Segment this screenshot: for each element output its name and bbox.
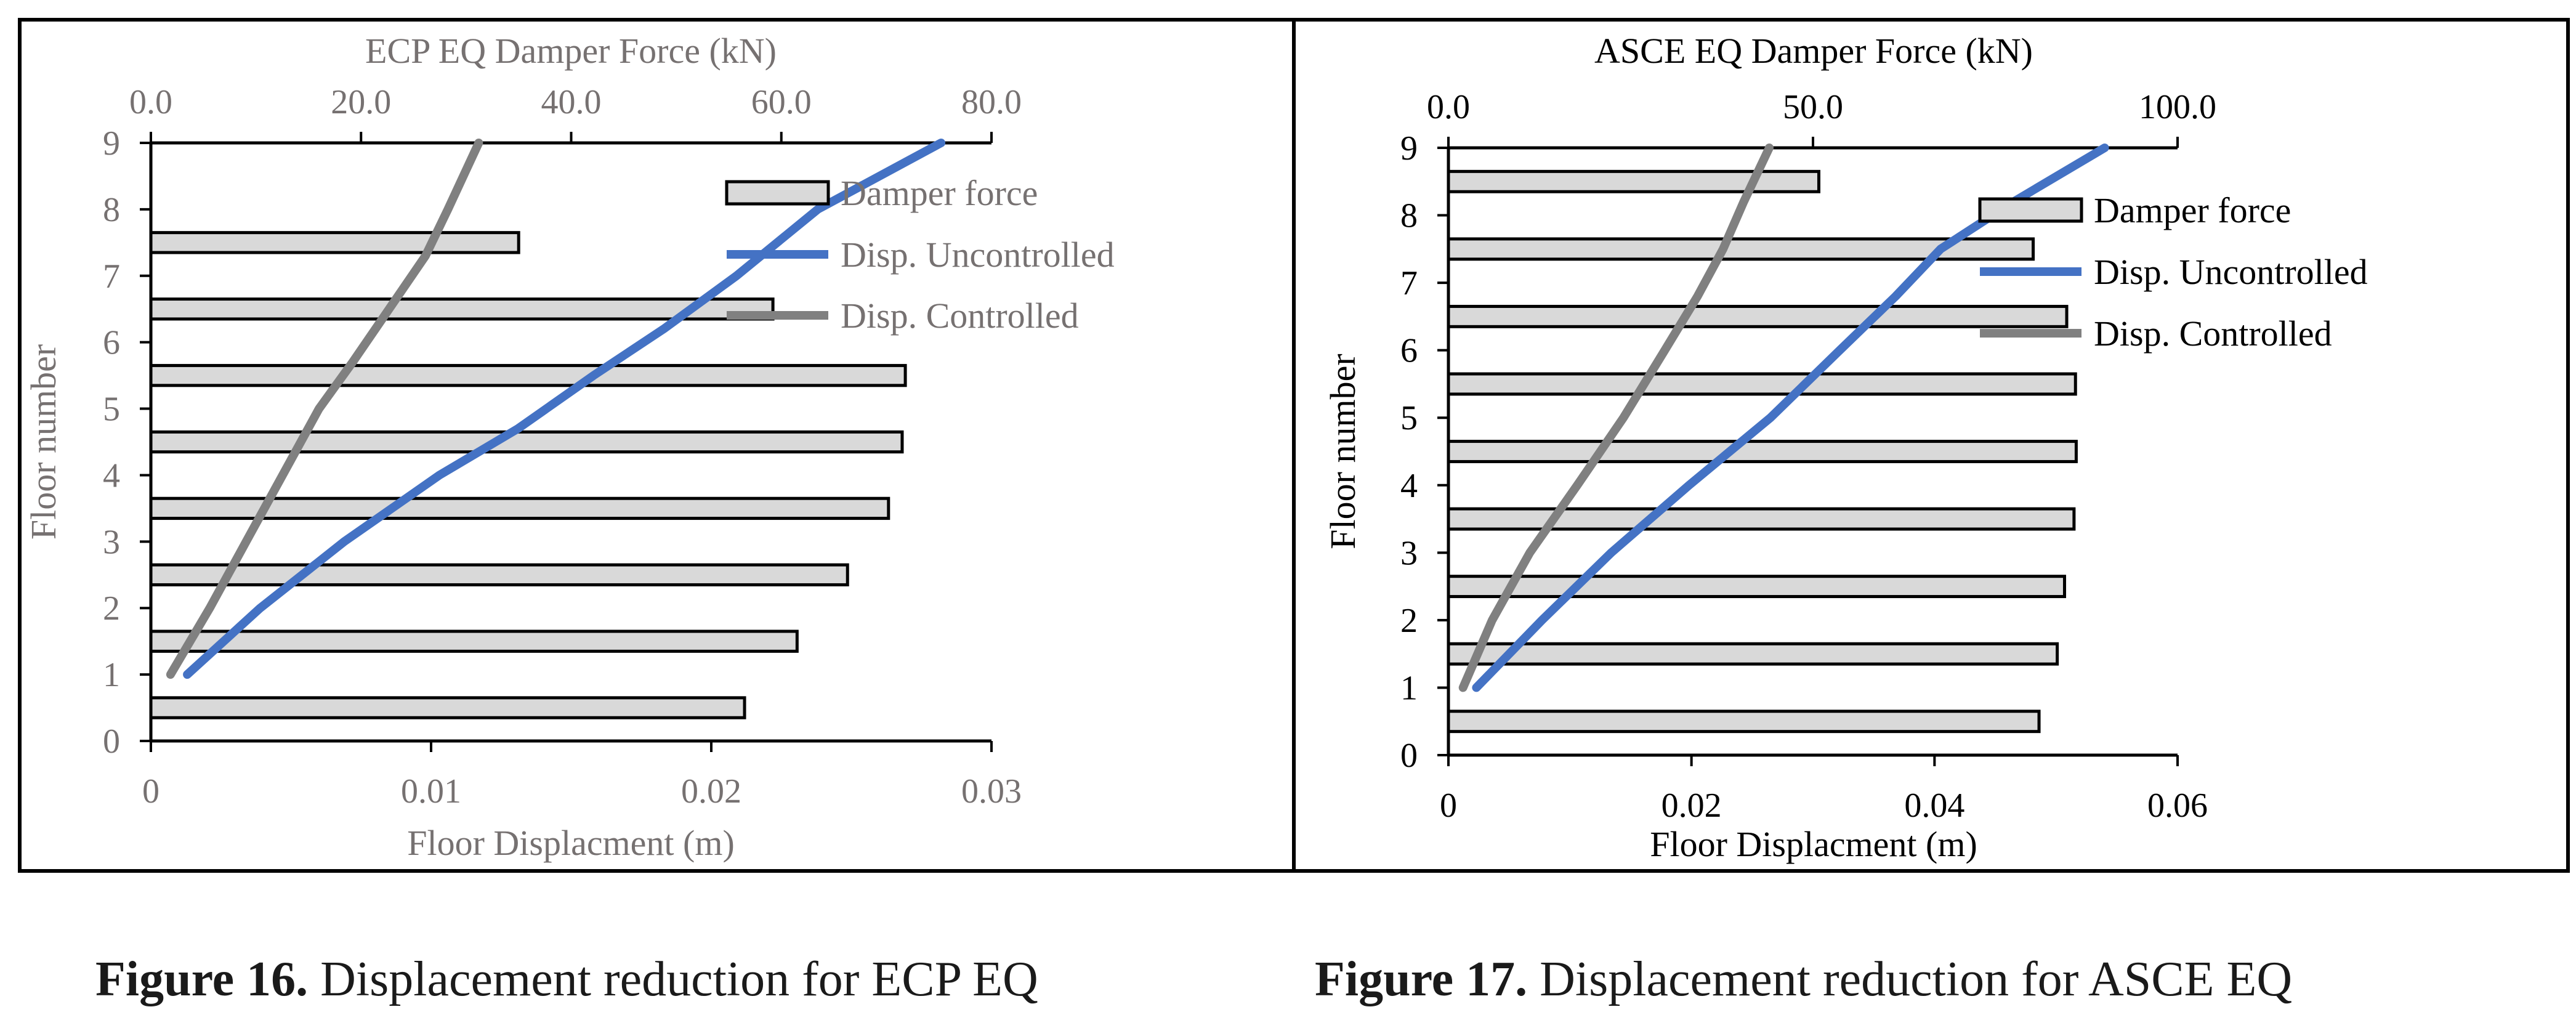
ecp-y-tick-label: 8: [103, 191, 120, 229]
figure-16-label: Figure 16.: [95, 952, 309, 1006]
asce-y-tick-label: 4: [1400, 467, 1418, 505]
asce-x-tick-label: 0.02: [1661, 787, 1722, 825]
ecp-damper-bar: [149, 696, 746, 719]
asce-y-tick-label: 5: [1400, 399, 1418, 437]
asce-y-tick-label: 1: [1400, 669, 1418, 707]
asce-y-tick-label: 8: [1400, 197, 1418, 235]
asce-x-tick-label: 0: [1440, 787, 1457, 825]
asce-legend-label-uncontrolled: Disp. Uncontrolled: [2094, 252, 2368, 292]
ecp-x-tick-label: 0.01: [401, 772, 461, 811]
ecp-x-axis-title: Floor Displacment (m): [407, 823, 735, 863]
ecp-legend-swatch-damper: [725, 180, 830, 206]
ecp-damper-bar: [149, 629, 799, 653]
asce-damper-bar: [1447, 642, 2059, 666]
asce-top-tick-label: 50.0: [1783, 88, 1843, 126]
ecp-legend-label-damper: Damper force: [841, 173, 1038, 213]
ecp-damper-bar: [149, 231, 520, 254]
ecp-controlled-line: [166, 139, 483, 679]
ecp-damper-bar: [149, 563, 849, 586]
figure-16-caption: Figure 16. Displacement reduction for EC…: [95, 952, 1038, 1008]
asce-x-tick-label: 0.06: [2147, 787, 2208, 825]
asce-uncontrolled-line: [1472, 144, 2109, 692]
asce-y-tick-label: 3: [1400, 534, 1418, 572]
ecp-top-tick-label: 0.0: [129, 83, 172, 121]
ecp-x-tick-label: 0.03: [961, 772, 1022, 811]
asce-damper-bar: [1447, 507, 2076, 531]
ecp-uncontrolled-line: [183, 139, 946, 679]
ecp-y-tick-label: 3: [103, 523, 120, 561]
asce-x-tick-label: 0.04: [1904, 787, 1964, 825]
asce-y-tick-label: 6: [1400, 332, 1418, 370]
ecp-x-tick-label: 0: [142, 772, 159, 811]
asce-damper-bar: [1447, 440, 2078, 463]
asce-y-axis-title: Floor number: [1323, 354, 1363, 549]
asce-damper-bar: [1447, 372, 2077, 396]
ecp-damper-bar: [149, 430, 904, 454]
asce-controlled-line: [1458, 144, 1774, 692]
ecp-top-tick-label: 80.0: [961, 83, 1022, 121]
ecp-top-tick-label: 20.0: [331, 83, 391, 121]
ecp-y-tick-label: 6: [103, 324, 120, 362]
ecp-y-tick-label: 9: [103, 124, 120, 163]
figure-17-label: Figure 17.: [1315, 952, 1528, 1006]
ecp-y-tick-label: 5: [103, 391, 120, 429]
asce-y-tick-label: 7: [1400, 264, 1418, 302]
ecp-y-tick-label: 1: [103, 656, 120, 694]
asce-damper-bar: [1447, 169, 1820, 193]
figure-17-text: Displacement reduction for ASCE EQ: [1527, 952, 2293, 1006]
asce-damper-bar: [1447, 304, 2069, 328]
asce-legend-label-damper: Damper force: [2094, 190, 2291, 230]
asce-damper-bar: [1447, 710, 2041, 734]
asce-top-tick-label: 100.0: [2139, 88, 2216, 126]
ecp-x-tick-label: 0.02: [681, 772, 741, 811]
ecp-legend-label-uncontrolled: Disp. Uncontrolled: [841, 235, 1115, 275]
chart-panel-asce: 0 1 2 3 4 5 6 7 8 9 0 0.02 0.04 0.06 0.0 50.0 100.0 ASCE …: [1323, 31, 2368, 864]
asce-top-tick-label: 0.0: [1427, 88, 1470, 126]
ecp-top-tick-label: 40.0: [541, 83, 602, 121]
ecp-y-tick-label: 2: [103, 589, 120, 628]
asce-legend-label-controlled: Disp. Controlled: [2094, 314, 2332, 354]
chart-panel-ecp: 0 1 2 3 4 5 6 7 8 9 0 0.01 0.02 0.03 0.0 20.0 40.0 60.0 80…: [23, 31, 1115, 863]
ecp-y-tick-label: 0: [103, 722, 120, 761]
ecp-top-tick-label: 60.0: [751, 83, 812, 121]
asce-y-tick-label: 2: [1400, 602, 1418, 640]
ecp-y-axis-title: Floor number: [23, 344, 63, 540]
asce-legend-swatch-damper: [1978, 197, 2083, 223]
figure-16-text: Displacement reduction for ECP EQ: [308, 952, 1038, 1006]
asce-x-axis-title: Floor Displacment (m): [1650, 824, 1977, 864]
ecp-y-tick-label: 4: [103, 456, 120, 495]
figure-17-caption: Figure 17. Displacement reduction for AS…: [1315, 952, 2292, 1008]
ecp-y-tick-label: 7: [103, 257, 120, 296]
ecp-legend-label-controlled: Disp. Controlled: [841, 296, 1079, 336]
ecp-top-axis-title: ECP EQ Damper Force (kN): [365, 31, 777, 71]
ecp-damper-bar: [149, 363, 907, 387]
asce-y-tick-label: 0: [1400, 737, 1418, 775]
asce-top-axis-title: ASCE EQ Damper Force (kN): [1594, 31, 2033, 71]
asce-y-tick-label: 9: [1400, 129, 1418, 168]
asce-damper-bar: [1447, 575, 2066, 599]
